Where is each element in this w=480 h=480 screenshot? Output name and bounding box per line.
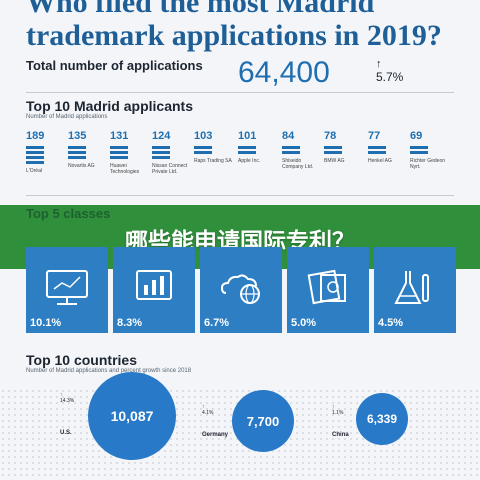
applicant-1: 189 L'Oréal [26, 130, 66, 174]
applicant-bars [152, 146, 192, 159]
country-circle-us: 10,087 [88, 372, 176, 460]
applicant-bars [238, 146, 278, 154]
lab-flask-icon [394, 271, 429, 304]
applicant-bars [26, 146, 66, 164]
country-growth-germany: ↑ 4.1% [202, 404, 213, 416]
applicant-value: 101 [238, 130, 257, 142]
class-card-4: 5.0% [287, 247, 369, 333]
applicant-bars [410, 146, 450, 154]
countries-subtitle: Number of Madrid applications and percen… [26, 368, 192, 374]
applicant-name: Huawei Technologies [110, 163, 140, 175]
applicant-value: 77 [368, 130, 381, 142]
country-circle-china: 6,339 [356, 393, 408, 445]
country-growth-value: 4.1% [202, 410, 214, 416]
applicant-bars [368, 146, 408, 154]
applicant-4: 124 Nissan Connect Private Ltd. [152, 130, 192, 175]
total-growth: ↑ 5.7% [376, 58, 403, 84]
applicants-subtitle: Number of Madrid applications [26, 114, 108, 120]
applicant-bars [324, 146, 364, 154]
applicant-10: 69 Richter Gedeon Nyrt. [410, 130, 450, 170]
country-growth-us: ↑ 14.3% [60, 392, 74, 404]
applicant-8: 78 BMW AG [324, 130, 364, 164]
applicant-value: 131 [110, 130, 129, 142]
countries-title: Top 10 countries [26, 352, 137, 368]
class-pct: 8.3% [117, 317, 143, 329]
applicant-6: 101 Apple Inc. [238, 130, 278, 164]
country-label-germany: Germany [202, 432, 229, 438]
applicant-bars [68, 146, 108, 159]
total-label: Total number of applications [26, 58, 203, 73]
applicant-name: Henkel AG [368, 158, 392, 164]
applicant-value: 135 [68, 130, 87, 142]
applicant-name: Richter Gedeon Nyrt. [410, 158, 446, 170]
applicant-value: 103 [194, 130, 213, 142]
classes-title: Top 5 classes [26, 206, 111, 221]
country-growth-value: 14.3% [60, 398, 75, 404]
applicant-value: 69 [410, 130, 423, 142]
applicant-value: 78 [324, 130, 337, 142]
divider-1 [26, 92, 454, 93]
up-arrow-icon: ↑ [60, 392, 63, 398]
applicant-name: L'Oréal [26, 168, 42, 174]
monitor-icon [46, 270, 88, 305]
applicant-name: Shiseido Company Ltd. [282, 158, 314, 170]
class-card-5: 4.5% [374, 247, 456, 333]
class-card-2: 8.3% [113, 247, 195, 333]
up-arrow-icon: ↑ [332, 404, 335, 410]
applicant-bars [194, 146, 234, 154]
certificate-icon [307, 269, 346, 305]
total-growth-value: 5.7% [376, 70, 404, 84]
hero-title: Who filed the most Madrid trademark appl… [26, 0, 466, 52]
hero-line-2: trademark applications in 2019? [26, 19, 442, 52]
applicants-title: Top 10 Madrid applicants [26, 98, 193, 114]
applicant-name: Apple Inc. [238, 158, 261, 164]
country-growth-value: 1.1% [332, 410, 344, 416]
total-value: 64,400 [238, 56, 330, 89]
country-label-china: China [332, 432, 349, 438]
country-growth-china: ↑ 1.1% [332, 404, 343, 416]
applicant-bars [110, 146, 150, 159]
country-label-us: U.S. [60, 430, 72, 436]
class-pct: 6.7% [204, 317, 230, 329]
hero-line-1: Who filed the most Madrid [26, 0, 375, 19]
applicant-9: 77 Henkel AG [368, 130, 408, 164]
divider-2 [26, 195, 454, 196]
applicant-3: 131 Huawei Technologies [110, 130, 150, 175]
country-circle-germany: 7,700 [232, 390, 294, 452]
applicant-name: BMW AG [324, 158, 345, 164]
up-arrow-icon: ↑ [376, 58, 382, 70]
applicant-name: Novartis AG [68, 163, 95, 169]
applicant-value: 189 [26, 130, 45, 142]
applicant-bars [282, 146, 322, 154]
applicant-value: 84 [282, 130, 295, 142]
applicant-5: 103 Raps Trading SA [194, 130, 234, 164]
applicant-7: 84 Shiseido Company Ltd. [282, 130, 322, 170]
applicant-name: Nissan Connect Private Ltd. [152, 163, 188, 175]
chart-board-icon [136, 270, 172, 300]
class-card-1: 10.1% [26, 247, 108, 333]
class-pct: 4.5% [378, 317, 404, 329]
applicant-value: 124 [152, 130, 171, 142]
applicant-name: Raps Trading SA [194, 158, 232, 164]
class-card-3: 6.7% [200, 247, 282, 333]
class-pct: 5.0% [291, 317, 317, 329]
up-arrow-icon: ↑ [202, 404, 205, 410]
cloud-globe-icon [220, 274, 260, 304]
class-pct: 10.1% [30, 317, 62, 329]
applicant-2: 135 Novartis AG [68, 130, 108, 169]
